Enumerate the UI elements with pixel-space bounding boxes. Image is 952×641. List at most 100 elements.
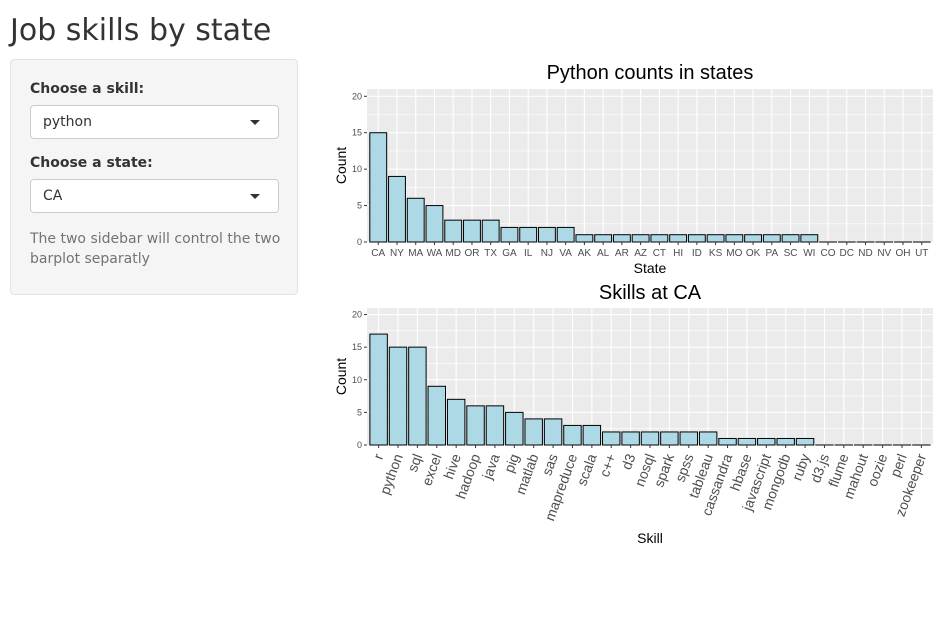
bar-TX xyxy=(481,219,500,243)
chart-title: Skills at CA xyxy=(599,282,702,304)
x-tick-label: MO xyxy=(726,248,742,259)
page-title: Job skills by state xyxy=(10,13,272,48)
y-tick-label: 0 xyxy=(357,440,362,450)
skill-select[interactable]: python xyxy=(30,105,279,139)
bar-WI xyxy=(800,234,819,243)
skill-select-value: python xyxy=(43,114,92,130)
state-select-value: CA xyxy=(43,188,63,204)
x-tick-label: UT xyxy=(915,248,928,259)
bar-matlab xyxy=(524,418,543,446)
x-tick-label: KS xyxy=(709,248,723,259)
bar-nosql xyxy=(640,431,660,446)
bar-pig xyxy=(505,411,524,446)
y-tick-label: 5 xyxy=(357,201,362,211)
x-tick-label: NJ xyxy=(541,248,553,259)
x-tick-label: AK xyxy=(578,248,592,259)
x-axis-title: Skill xyxy=(637,530,663,546)
bar-AK xyxy=(575,234,594,243)
x-tick-label: TX xyxy=(484,248,497,259)
x-tick-label: MD xyxy=(445,248,461,259)
x-tick-label: c++ xyxy=(596,452,619,479)
bar-hive xyxy=(446,398,466,446)
y-tick-label: 10 xyxy=(352,164,362,174)
bar-hbase xyxy=(737,437,757,446)
chevron-down-icon xyxy=(250,194,260,199)
x-tick-label: MA xyxy=(408,248,423,259)
bar-ID xyxy=(687,234,706,243)
bar-CA xyxy=(369,132,388,243)
x-tick-label: perl xyxy=(887,452,910,479)
y-axis-title: Count xyxy=(333,147,349,184)
help-text: The two sidebar will control the two bar… xyxy=(30,231,281,267)
x-tick-label: sql xyxy=(404,452,425,474)
x-tick-label: d3 xyxy=(618,451,638,471)
x-tick-label: CO xyxy=(821,248,836,259)
x-tick-label: OK xyxy=(746,248,761,259)
x-tick-label: GA xyxy=(502,248,517,259)
bar-MO xyxy=(725,234,744,243)
x-tick-label: CA xyxy=(371,248,385,259)
bar-scala xyxy=(582,424,602,446)
bar-AL xyxy=(594,234,613,243)
bar-cassandra xyxy=(718,437,737,446)
x-tick-label: WI xyxy=(803,248,815,259)
x-tick-label: NY xyxy=(390,248,404,259)
bar-spark xyxy=(660,431,679,446)
bar-CT xyxy=(650,234,669,243)
x-tick-label: HI xyxy=(673,248,683,259)
bar-AR xyxy=(612,234,631,243)
state-label: Choose a state: xyxy=(30,155,153,171)
y-tick-label: 5 xyxy=(357,407,362,417)
y-tick-label: 15 xyxy=(352,128,362,138)
bar-mapreduce xyxy=(563,424,582,446)
x-tick-label: CT xyxy=(653,248,666,259)
bar-hadoop xyxy=(466,405,485,446)
bar-spss xyxy=(679,431,698,446)
skill-label: Choose a skill: xyxy=(30,81,145,97)
x-tick-label: pig xyxy=(501,452,522,475)
x-tick-label: VA xyxy=(559,248,572,259)
bar-mongodb xyxy=(776,437,795,446)
bar-HI xyxy=(669,234,688,243)
x-tick-label: SC xyxy=(784,248,798,259)
bar-javascript xyxy=(757,437,776,446)
x-tick-label: sas xyxy=(538,452,560,478)
bar-sql xyxy=(408,346,427,446)
bar-MA xyxy=(406,197,425,243)
bar-KS xyxy=(706,234,725,243)
bar-sas xyxy=(543,418,563,446)
bar-tableau xyxy=(698,431,718,446)
bar-java xyxy=(485,405,505,446)
x-tick-label: OH xyxy=(896,248,911,259)
skills-chart: 05101520rpythonsqlexcelhivehadoopjavapig… xyxy=(333,282,933,546)
bar-MD xyxy=(444,219,463,243)
bar-AZ xyxy=(631,234,650,243)
y-tick-label: 0 xyxy=(357,237,362,247)
x-tick-label: IL xyxy=(524,248,533,259)
x-axis-title: State xyxy=(634,260,667,276)
python-counts-chart: 0 5 10 15 20 CA NY MA WA MD OR TX GA IL NJ VA AK AL AR AZ CT… xyxy=(333,62,933,276)
chevron-down-icon xyxy=(250,120,260,125)
bar-NY xyxy=(388,175,406,243)
bar-GA xyxy=(500,226,519,243)
y-tick-label: 20 xyxy=(352,310,362,320)
x-tick-label: AL xyxy=(597,248,610,259)
x-tick-label: AZ xyxy=(634,248,647,259)
plot-panel xyxy=(367,89,933,242)
bar-WA xyxy=(425,205,444,243)
x-tick-label: WA xyxy=(427,248,443,259)
bar-NJ xyxy=(537,226,556,243)
bar-IL xyxy=(519,226,538,243)
x-tick-label: NV xyxy=(877,248,891,259)
y-tick-label: 15 xyxy=(352,342,362,352)
bar-r xyxy=(369,333,388,446)
chart-title: Python counts in states xyxy=(547,62,754,84)
bar-python xyxy=(388,346,408,446)
x-tick-label: PA xyxy=(766,248,779,259)
x-tick-label: java xyxy=(479,451,503,482)
bar-OR xyxy=(463,219,481,243)
y-tick-label: 10 xyxy=(352,375,362,385)
bar-VA xyxy=(556,226,575,243)
state-select[interactable]: CA xyxy=(30,179,279,213)
bar-excel xyxy=(427,385,447,446)
